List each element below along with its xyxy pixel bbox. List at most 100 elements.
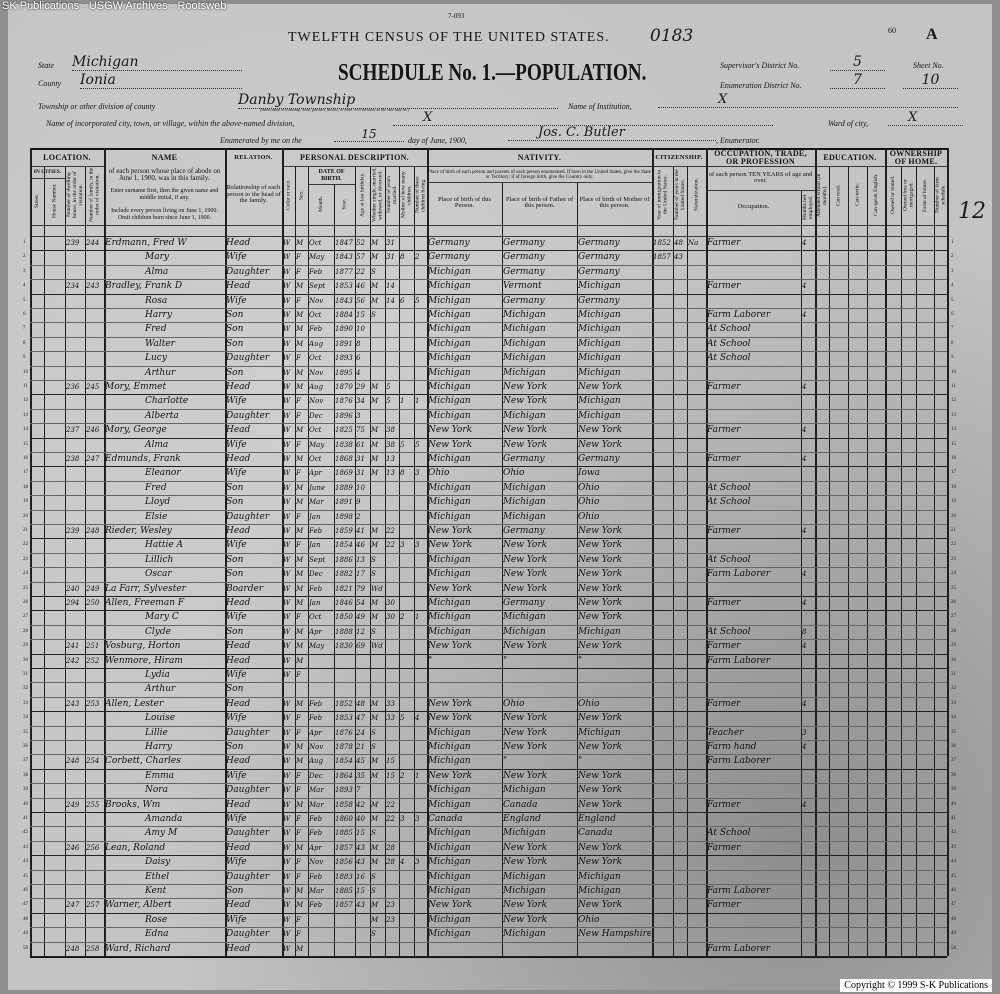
birth-year: 1885 [335,887,353,895]
family-number: 248 [86,527,100,535]
color: W [283,483,291,492]
months-unemployed: 4 [802,800,807,809]
dwelling-number: 243 [66,699,80,708]
birth-month: Nov [309,743,324,751]
row-number: 42 [951,830,956,836]
marital-status: Wd [371,642,383,651]
immigration-year: 1852 [653,239,671,247]
column-rule [427,148,429,956]
color: W [283,786,291,795]
row-number: 27 [951,614,956,620]
father-birthplace: New York [503,900,548,911]
in-cities-header: IN CITIES. [33,169,62,176]
column-header: Color or race. [285,179,292,211]
age: 17 [356,570,365,579]
family-number: 249 [86,584,100,593]
birthplace: Ohio [428,468,450,479]
enumeration-day: 15 [334,127,404,142]
months-unemployed: 4 [802,743,807,751]
birthplace: New York [428,641,473,652]
father-birthplace: Michigan [503,785,546,796]
mother-birthplace: Iowa [578,468,601,479]
father-birthplace: Michigan [503,828,546,839]
occupation: Farmer [707,281,741,292]
age: 15 [356,887,365,895]
relation: Daughter [226,785,270,796]
color: W [283,426,291,435]
birthplace: Michigan [428,367,471,378]
marital-status: M [371,253,379,262]
group-rule [427,166,652,167]
father-birthplace: Germany [503,598,545,608]
age: 6 [356,354,361,363]
age: 7 [356,786,361,795]
person-name: Amanda [145,814,183,824]
years-married: 22 [386,527,395,535]
sex: M [296,239,304,247]
marital-status: M [371,455,379,463]
sex: M [296,455,304,463]
birth-year: 1886 [335,555,353,564]
mother-birthplace: Ohio [578,497,600,508]
sex: M [296,311,304,319]
table-row-rule [30,725,947,727]
group-header-name: NAME [151,153,178,162]
mother-birthplace: Ohio [578,698,600,709]
age: 10 [356,483,365,492]
column-rule [934,166,935,956]
marital-status: M [371,714,379,723]
table-row-rule [30,308,947,309]
row-number: 28 [23,628,28,634]
person-name: Arthur [145,684,176,695]
relation: Wife [226,770,247,781]
dwelling-number: 239 [66,527,80,535]
age: 48 [356,699,365,708]
birth-year: 1856 [335,858,353,867]
row-number: 18 [23,484,28,490]
years-married: 33 [386,699,395,708]
row-number: 8 [23,340,26,346]
birth-year: 1878 [335,743,353,751]
mother-birthplace: New York [578,540,623,551]
person-name: Brooks, Wm [105,799,161,810]
table-row-rule [30,912,947,914]
group-header-personal: PERSONAL DESCRIPTION. [300,153,409,162]
column-header: Number of these children living. [415,176,426,214]
person-name: Rieder, Wesley [105,526,172,536]
father-birthplace: Ohio [503,698,525,709]
color: W [283,757,291,766]
relation: Head [226,756,251,767]
group-header-occupation: OCCUPATION, TRADE, OR PROFESSION [714,150,807,166]
birthplace: Michigan [428,612,471,623]
table-row-rule [30,884,947,885]
column-header: Farm or house. [922,178,928,212]
column-rule [706,148,708,956]
table-row-rule [30,336,947,338]
row-number: 5 [23,297,26,303]
sex: F [296,296,301,305]
table-row-rule [30,639,947,641]
sex: M [296,901,304,910]
relation: Son [226,482,244,493]
row-number: 6 [23,312,26,317]
mother-birthplace: New York [578,641,623,652]
occupation: At School [707,554,751,565]
family-number: 251 [86,642,100,651]
row-number: 5 [951,297,954,303]
column-header: Number of years in the United States. [674,169,686,221]
row-number: 21 [951,528,956,533]
age: 4 [356,368,361,377]
birth-year: 1895 [335,368,353,377]
column-header: Relationship of each person to the head … [226,184,281,205]
row-number: 26 [23,600,28,605]
column-rule [30,148,32,956]
sex: F [296,786,301,795]
father-birthplace: Germany [503,238,545,248]
occupation: Farmer [707,698,741,709]
color: W [283,901,291,910]
age: 35 [356,771,365,780]
occupation: Farm Laborer [707,655,771,666]
years-married: 28 [386,843,395,852]
color: W [283,253,291,262]
father-birthplace: Michigan [503,482,546,493]
